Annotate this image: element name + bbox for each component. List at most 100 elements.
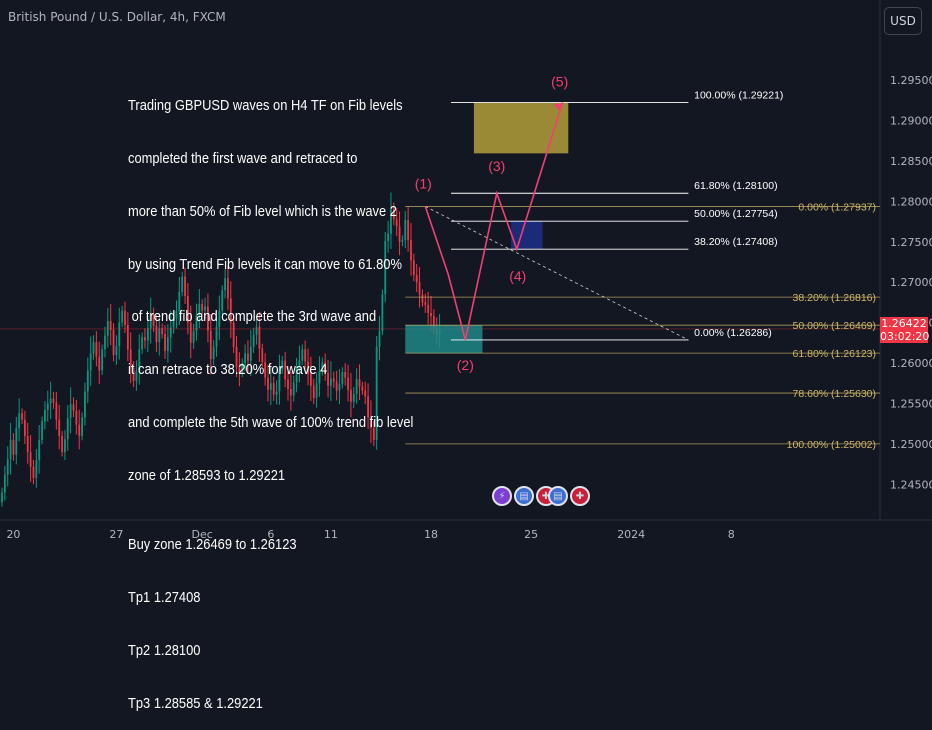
price-chart[interactable]: 1.245001.250001.255001.260001.265001.270… [0,0,932,550]
candle-body [221,290,224,311]
candle-body [272,383,275,395]
note-line: zone of 1.28593 to 1.29221 [128,466,286,484]
candle-body [241,363,244,373]
candle-body [78,424,81,436]
y-tick-label: 1.28000 [890,195,932,208]
candle-body [141,337,144,350]
candle-body [432,316,435,329]
candle-body [6,459,9,475]
candle-body [64,439,66,453]
candle-body [269,383,272,390]
candle-body [58,419,61,436]
candle-body [164,333,166,351]
candle-body [387,233,389,241]
candle-body [361,386,364,391]
candle-body [309,373,312,386]
candle-body [135,371,138,381]
y-tick-label: 1.25000 [890,438,932,451]
candle-body [281,360,284,370]
uk-flag-icon[interactable]: ✚ [570,486,590,506]
candle-body [352,393,355,402]
candle-body [421,294,424,303]
candle-body [101,349,103,371]
candle-body [381,294,384,331]
candle-body [106,321,109,336]
fib-retracement-label: 61.80% (1.26123) [793,348,876,360]
symbol-title: British Pound / U.S. Dollar, 4h, FXCM [8,10,226,24]
note-line: and complete the 5th wave of 100% trend … [128,413,414,431]
wave-label: (1) [415,175,432,191]
candle-body [367,396,369,418]
y-tick-label: 1.27000 [890,276,932,289]
note-line: of trend fib and complete the 3rd wave a… [128,308,377,326]
candle-body [427,304,430,313]
candle-body [146,328,149,341]
candle-body [330,378,332,386]
candle-body [158,328,161,343]
x-tick-label: Dec [192,528,213,541]
candle-body [252,334,255,347]
economic-events-2[interactable]: ▤ ✚ [548,486,590,508]
fib-retracement-label: 38.20% (1.26816) [793,292,876,304]
candle-body [392,209,395,220]
candle-body [18,413,21,428]
candle-body [298,360,301,369]
candle-body [370,417,372,428]
candle-body [166,337,169,351]
candle-body [267,377,269,390]
x-tick-label: 25 [524,528,538,541]
us-flag-icon[interactable]: ▤ [514,486,534,506]
lightning-event-icon[interactable]: ⚡ [492,486,512,506]
wave-arrowhead [553,102,563,111]
candle-body [295,368,298,383]
candle-body [284,360,287,380]
candle-body [312,385,315,398]
fib-trend-label: 50.00% (1.27754) [694,208,777,220]
candle-body [161,328,164,334]
candle-body [278,369,281,392]
candle-body [321,362,324,372]
candle-body [86,370,89,392]
candle-body [350,389,352,402]
candle-body [112,329,115,356]
candle-body [401,240,404,242]
candle-body [169,327,172,338]
fib-trend-label: 100.00% (1.29221) [694,90,783,102]
candle-body [304,349,307,362]
note-line: Tp1 1.27408 [128,589,201,607]
fib-trend-label: 61.80% (1.28100) [694,180,777,192]
candle-body [32,466,35,478]
candle-body [244,353,246,364]
candle-body [341,372,344,385]
candle-body [192,330,195,343]
candle-body [49,398,52,404]
candle-body [44,410,46,422]
currency-button[interactable]: USD [884,7,922,35]
candle-body [355,379,358,394]
candle-body [398,226,401,242]
x-tick-label: 2024 [617,528,645,541]
wave-label: (4) [509,268,526,284]
fib-trend-label: 38.20% (1.27408) [694,236,777,248]
fib-retracement-label: 78.60% (1.25630) [793,388,876,400]
candle-body [115,346,118,356]
candle-body [207,306,209,331]
target-zone [473,102,569,154]
trend-dashed-line [425,206,689,341]
x-tick-label: 18 [424,528,438,541]
candle-body [132,367,135,381]
candle-body [209,330,212,360]
wave-label: (3) [488,158,505,174]
economic-events[interactable]: ⚡ ▤ ✚ [492,486,556,508]
candle-body [372,427,375,440]
candle-body [404,219,407,241]
candle-body [121,310,124,323]
candle-body [204,306,206,311]
candle-body [181,276,184,292]
us-flag-icon[interactable]: ▤ [548,486,568,506]
note-line: it can retrace to 38.20% for wave 4 [128,361,328,379]
candle-body [258,326,261,349]
candle-body [12,439,15,455]
x-tick-label: 6 [267,528,274,541]
candle-body [378,330,381,347]
